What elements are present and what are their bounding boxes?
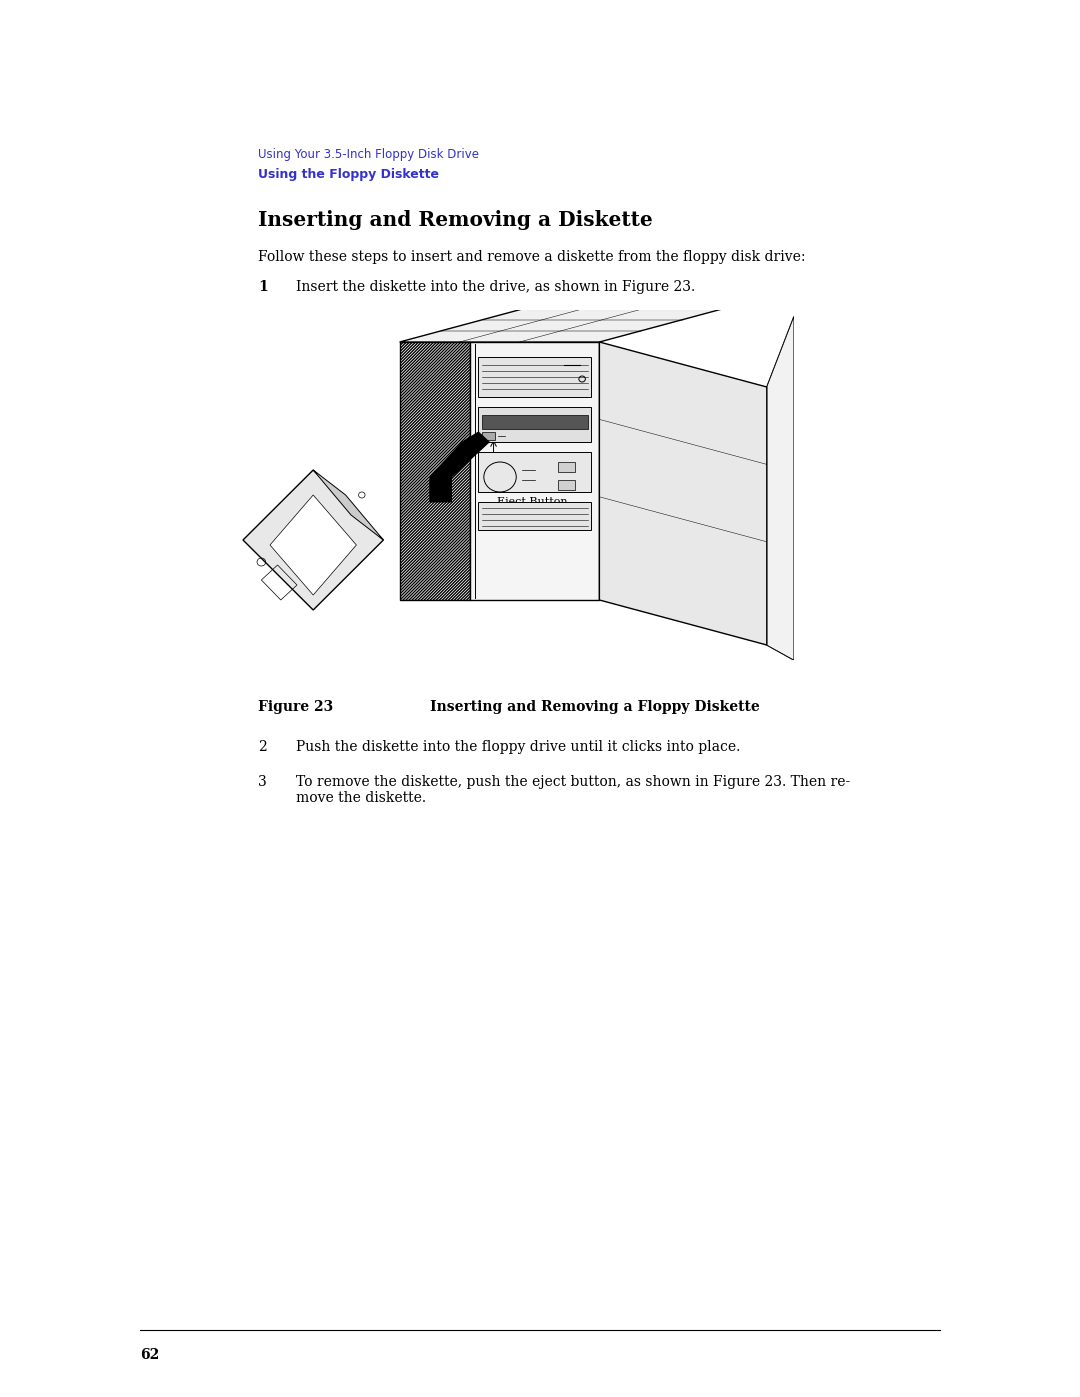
Text: Inserting and Removing a Floppy Diskette: Inserting and Removing a Floppy Diskette xyxy=(430,700,759,714)
Polygon shape xyxy=(599,342,767,645)
Polygon shape xyxy=(470,342,599,599)
Polygon shape xyxy=(478,407,591,441)
Text: Insert the diskette into the drive, as shown in Figure 23.: Insert the diskette into the drive, as s… xyxy=(296,279,696,293)
Polygon shape xyxy=(482,415,588,429)
Polygon shape xyxy=(558,481,575,490)
Text: Eject Button: Eject Button xyxy=(497,497,567,507)
Polygon shape xyxy=(313,469,383,541)
Polygon shape xyxy=(400,342,470,599)
Text: Figure 23: Figure 23 xyxy=(258,700,334,714)
Text: Follow these steps to insert and remove a diskette from the floppy disk drive:: Follow these steps to insert and remove … xyxy=(258,250,806,264)
Text: Using the Floppy Diskette: Using the Floppy Diskette xyxy=(258,168,438,182)
Polygon shape xyxy=(478,502,591,529)
Text: 2: 2 xyxy=(258,740,267,754)
Text: 3: 3 xyxy=(258,775,267,789)
Polygon shape xyxy=(482,432,495,440)
Text: Using Your 3.5-Inch Floppy Disk Drive: Using Your 3.5-Inch Floppy Disk Drive xyxy=(258,148,480,161)
Text: 1: 1 xyxy=(258,279,268,293)
Text: 62: 62 xyxy=(140,1348,159,1362)
Polygon shape xyxy=(243,469,383,610)
Polygon shape xyxy=(558,462,575,472)
Text: Inserting and Removing a Diskette: Inserting and Removing a Diskette xyxy=(258,210,652,231)
Polygon shape xyxy=(478,453,591,492)
Polygon shape xyxy=(270,495,356,595)
Polygon shape xyxy=(400,298,767,342)
Polygon shape xyxy=(767,317,794,659)
Text: Push the diskette into the floppy drive until it clicks into place.: Push the diskette into the floppy drive … xyxy=(296,740,741,754)
Text: To remove the diskette, push the eject button, as shown in Figure 23. Then re-
m: To remove the diskette, push the eject b… xyxy=(296,775,850,805)
Polygon shape xyxy=(478,358,591,397)
Polygon shape xyxy=(430,432,489,502)
